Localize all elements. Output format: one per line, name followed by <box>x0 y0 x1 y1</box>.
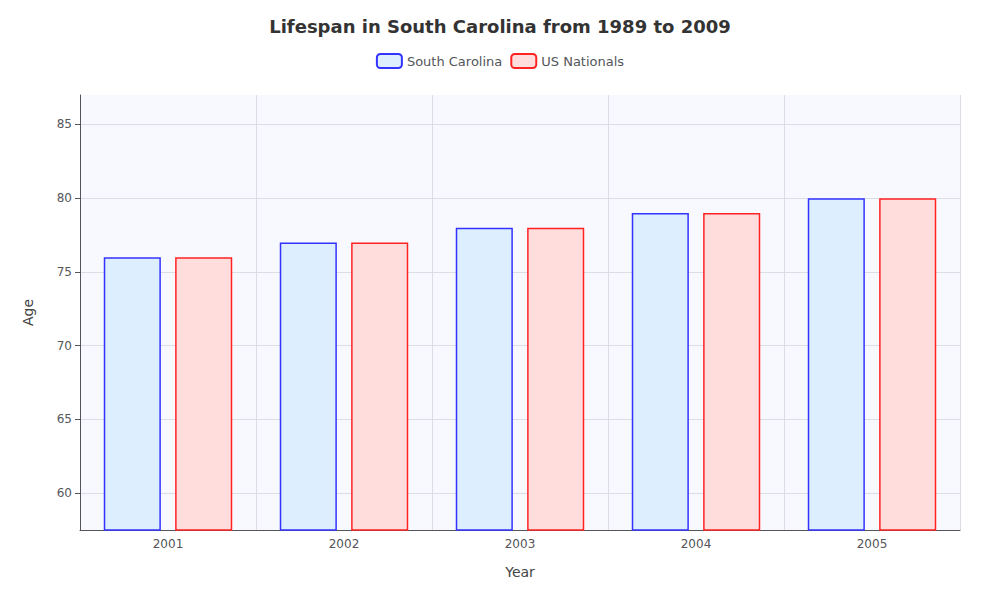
svg-text:South Carolina: South Carolina <box>407 54 502 69</box>
svg-text:85: 85 <box>57 117 72 131</box>
svg-text:2005: 2005 <box>857 537 888 551</box>
svg-text:60: 60 <box>57 486 72 500</box>
svg-text:65: 65 <box>57 412 72 426</box>
svg-text:2003: 2003 <box>505 537 536 551</box>
svg-text:2002: 2002 <box>329 537 360 551</box>
svg-text:Age: Age <box>20 299 36 326</box>
svg-text:2001: 2001 <box>153 537 184 551</box>
svg-text:2004: 2004 <box>681 537 712 551</box>
svg-text:75: 75 <box>57 265 72 279</box>
svg-text:Lifespan in South Carolina fro: Lifespan in South Carolina from 1989 to … <box>269 16 731 37</box>
svg-text:70: 70 <box>57 339 72 353</box>
svg-text:US Nationals: US Nationals <box>541 54 624 69</box>
svg-text:Year: Year <box>504 564 535 580</box>
svg-text:80: 80 <box>57 191 72 205</box>
